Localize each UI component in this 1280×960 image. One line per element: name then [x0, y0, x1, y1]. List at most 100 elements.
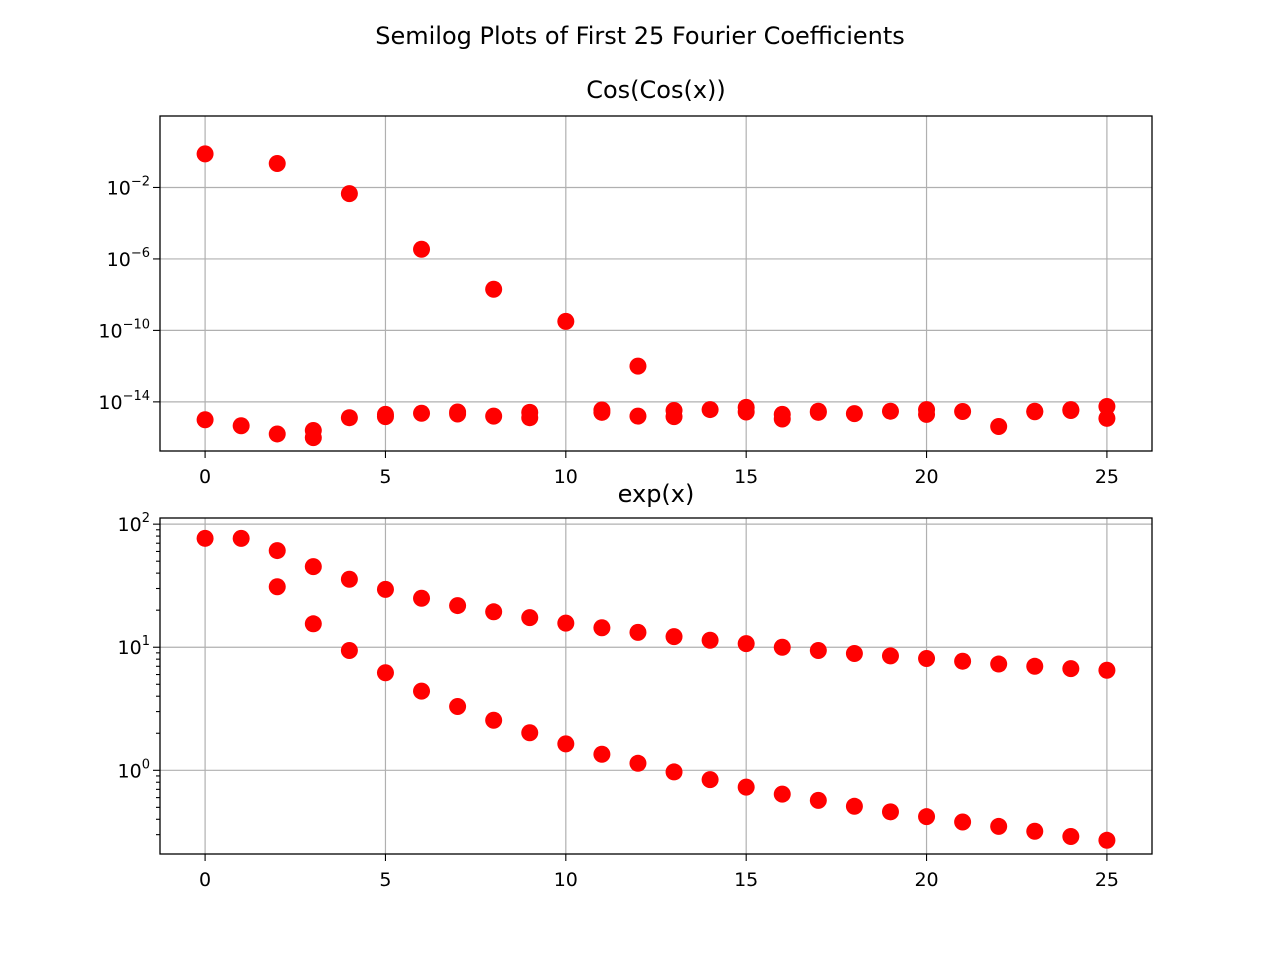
data-point — [954, 813, 972, 831]
data-point — [485, 280, 503, 298]
data-point — [629, 407, 647, 425]
data-point — [449, 597, 467, 615]
data-point — [1098, 661, 1116, 679]
data-point — [340, 570, 358, 588]
data-point — [737, 778, 755, 796]
data-point — [593, 619, 611, 637]
y-tick-exponent: 0 — [142, 757, 150, 772]
data-point — [881, 647, 899, 665]
y-tick-exponent: −10 — [123, 317, 150, 332]
x-tick-label: 20 — [914, 466, 938, 488]
data-point — [1026, 402, 1044, 420]
data-point — [809, 791, 827, 809]
data-point — [1062, 660, 1080, 678]
data-point — [773, 638, 791, 656]
y-tick-base: 10 — [98, 392, 122, 414]
data-point — [485, 711, 503, 729]
y-tick-label: 10−2 — [107, 174, 150, 199]
data-point — [918, 401, 936, 419]
data-point — [1098, 398, 1116, 416]
data-point — [557, 735, 575, 753]
data-point — [809, 642, 827, 660]
x-tick-label: 15 — [734, 869, 758, 891]
data-point — [376, 405, 394, 423]
data-point — [701, 631, 719, 649]
data-point — [954, 652, 972, 670]
data-point — [413, 589, 431, 607]
data-point — [521, 724, 539, 742]
plot-frame — [159, 517, 1153, 855]
data-point — [1026, 657, 1044, 675]
data-point — [701, 771, 719, 789]
data-point — [340, 642, 358, 660]
data-point — [737, 398, 755, 416]
y-tick-label: 101 — [118, 634, 150, 659]
data-points — [196, 145, 1116, 447]
data-point — [990, 817, 1008, 835]
y-tick-label: 10−10 — [98, 317, 150, 342]
grid-lines — [160, 116, 1152, 451]
data-point — [665, 628, 683, 646]
data-points — [196, 529, 1116, 849]
data-point — [1062, 401, 1080, 419]
data-point — [413, 404, 431, 422]
y-tick-exponent: 2 — [142, 511, 150, 526]
data-point — [304, 615, 322, 633]
data-point — [809, 403, 827, 421]
y-tick-base: 10 — [98, 320, 122, 342]
data-point — [701, 401, 719, 419]
x-tick-label: 15 — [734, 466, 758, 488]
plot-frame — [159, 115, 1153, 452]
data-point — [845, 644, 863, 662]
data-point — [376, 580, 394, 598]
x-tick-label: 5 — [379, 869, 391, 891]
data-point — [304, 429, 322, 447]
x-tick-label: 20 — [914, 869, 938, 891]
data-point — [196, 529, 214, 547]
y-tick-base: 10 — [118, 514, 142, 536]
subplot-title-cos-cos: Cos(Cos(x)) — [586, 76, 726, 104]
data-point — [629, 357, 647, 375]
y-tick-label: 100 — [118, 757, 150, 782]
data-point — [376, 664, 394, 682]
data-point — [557, 614, 575, 632]
data-point — [268, 542, 286, 560]
figure-suptitle: Semilog Plots of First 25 Fourier Coeffi… — [375, 22, 905, 50]
data-point — [268, 154, 286, 172]
subplot-title-exp: exp(x) — [618, 480, 695, 508]
x-tick-label: 0 — [199, 466, 211, 488]
data-point — [232, 529, 250, 547]
data-point — [232, 417, 250, 435]
data-point — [990, 655, 1008, 673]
data-point — [665, 401, 683, 419]
data-point — [845, 797, 863, 815]
y-tick-exponent: 1 — [142, 634, 150, 649]
data-point — [449, 403, 467, 421]
y-tick-exponent: −14 — [123, 389, 150, 404]
x-tick-label: 0 — [199, 869, 211, 891]
data-point — [593, 745, 611, 763]
data-point — [196, 145, 214, 163]
data-point — [918, 649, 936, 667]
data-point — [881, 402, 899, 420]
x-tick-label: 5 — [379, 466, 391, 488]
data-point — [196, 411, 214, 429]
y-tick-base: 10 — [118, 637, 142, 659]
data-point — [773, 405, 791, 423]
data-point — [954, 402, 972, 420]
data-point — [737, 635, 755, 653]
data-point — [413, 240, 431, 258]
data-point — [1062, 827, 1080, 845]
data-point — [485, 603, 503, 621]
data-point — [629, 754, 647, 772]
data-point — [1098, 831, 1116, 849]
data-point — [340, 185, 358, 203]
data-point — [557, 312, 575, 330]
data-point — [845, 405, 863, 423]
data-point — [485, 407, 503, 425]
data-point — [268, 578, 286, 596]
y-tick-base: 10 — [118, 760, 142, 782]
